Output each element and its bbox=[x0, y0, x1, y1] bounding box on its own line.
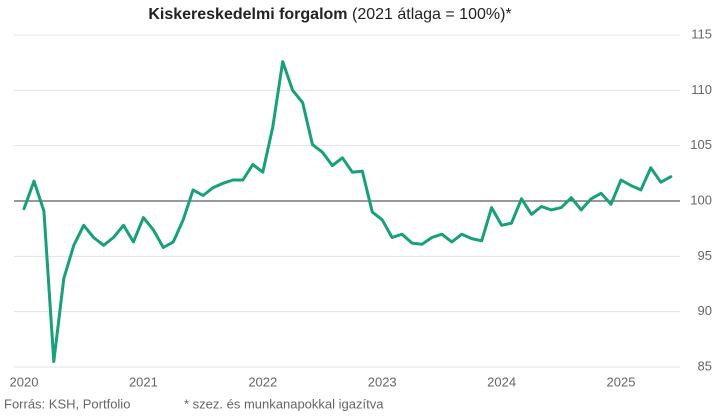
y-tick-label: 110 bbox=[691, 82, 712, 97]
y-tick-label: 90 bbox=[698, 303, 712, 318]
chart-title-group: Kiskereskedelmi forgalom (2021 átlaga = … bbox=[148, 6, 511, 23]
y-tick-label: 95 bbox=[698, 248, 712, 263]
x-tick-label: 2020 bbox=[10, 374, 39, 389]
x-tick-label: 2022 bbox=[248, 374, 277, 389]
chart-subtitle: (2021 átlaga = 100%)* bbox=[352, 6, 512, 23]
chart-title: Kiskereskedelmi forgalom bbox=[148, 6, 347, 23]
y-tick-label: 115 bbox=[691, 26, 712, 41]
source: Forrás: KSH, Portfolio bbox=[4, 396, 130, 411]
y-tick-label: 100 bbox=[690, 192, 712, 207]
y-tick-label: 105 bbox=[690, 137, 712, 152]
y-tick-label: 85 bbox=[698, 358, 712, 373]
x-tick-label: 2021 bbox=[129, 374, 158, 389]
x-tick-label: 2025 bbox=[607, 374, 636, 389]
note: * szez. és munkanapokkal igazítva bbox=[184, 396, 384, 411]
data-line bbox=[22, 60, 673, 363]
x-tick-label: 2024 bbox=[487, 374, 516, 389]
x-tick-label: 2023 bbox=[368, 374, 397, 389]
